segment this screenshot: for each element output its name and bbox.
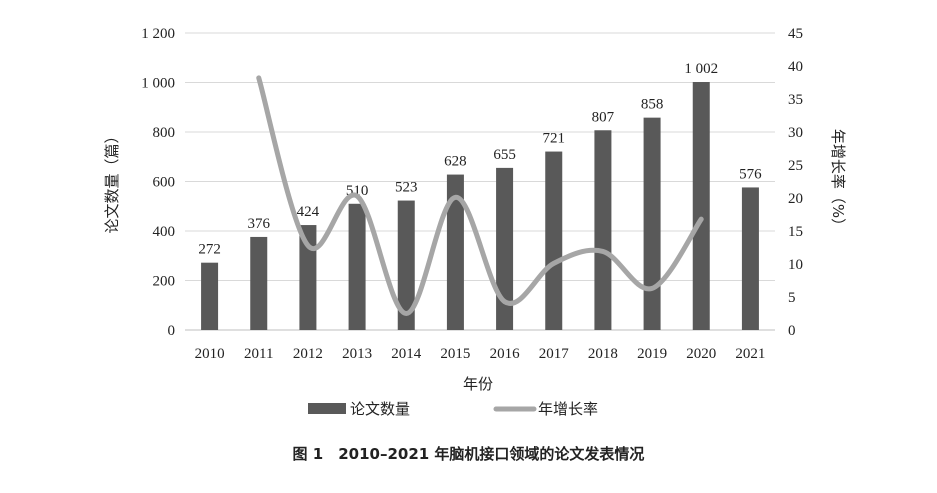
y-tick-label: 200 [153,274,176,290]
x-tick-label: 2010 [195,346,225,362]
bar-data-label: 376 [248,216,271,232]
y-axis-title: 论文数量（篇） [103,128,121,233]
bar [299,225,317,330]
gridlines [185,32,775,331]
bar [201,262,219,330]
x-tick-label: 2011 [244,346,273,362]
bar [594,130,612,330]
figure-caption: 图 1 2010–2021 年脑机接口领域的论文发表情况 [292,445,645,463]
bar-data-label: 1 002 [684,61,718,77]
bar-data-label: 628 [444,154,467,170]
y2-tick-label: 20 [788,191,803,207]
y2-axis-title: 年增长率（%） [829,129,847,233]
x-tick-label: 2018 [588,346,618,362]
bar [643,117,661,331]
x-tick-label: 2021 [735,346,765,362]
bar-series [201,82,759,331]
chart: 272 376 424 5 10 523 628 655 721 807 858 1 002 576 0… [103,26,847,418]
y2-tick-label: 25 [788,158,803,174]
y-tick-label: 400 [153,224,176,240]
x-tick-label: 2012 [293,346,323,362]
y-tick-label: 1 000 [141,76,175,92]
legend-swatch-bar [308,403,346,414]
bar-data-label: 807 [592,109,615,125]
growth-rate-line [256,75,704,317]
x-axis-ticks: 2010 2011 2012 2013 2014 2015 2016 2017 2018 2019… [195,346,766,362]
bar [496,167,514,330]
x-tick-label: 2016 [490,346,521,362]
bar [446,174,464,330]
y-tick-label: 600 [153,175,176,191]
x-tick-label: 2013 [342,346,372,362]
bar [397,200,415,330]
bar-data-label: 721 [543,131,566,147]
bar [741,187,759,330]
y-tick-label: 0 [168,323,176,339]
x-tick-label: 2014 [391,346,422,362]
bar-data-label: 523 [395,180,418,196]
y-axis-ticks: 0 200 400 600 800 1 000 1 200 [141,26,175,339]
bar-data-label: 858 [641,97,664,113]
legend: 论文数量 年增长率 [308,400,598,418]
bar [545,151,563,330]
y-tick-label: 1 200 [141,26,175,42]
y2-tick-label: 45 [788,26,803,42]
y2-tick-label: 5 [788,290,796,306]
x-tick-label: 2020 [686,346,716,362]
y2-tick-label: 35 [788,92,803,108]
x-tick-label: 2017 [539,346,570,362]
x-tick-label: 2015 [440,346,470,362]
bar-data-label: 576 [739,166,762,182]
bar-data-label: 424 [297,204,320,220]
bar [692,82,710,330]
x-tick-label: 2019 [637,346,667,362]
legend-label-line: 年增长率 [538,400,598,418]
y2-tick-label: 30 [788,125,803,141]
bar-data-label: 272 [198,242,221,258]
bar-data-label: 655 [493,147,516,163]
y2-axis-ticks: 0 5 10 15 20 25 30 35 40 45 [788,26,803,339]
y2-tick-label: 10 [788,257,803,273]
legend-label-bar: 论文数量 [350,400,410,418]
y2-tick-label: 40 [788,59,803,75]
x-axis-title: 年份 [463,375,493,393]
y-tick-label: 800 [153,125,176,141]
bar [250,236,268,330]
y2-tick-label: 0 [788,323,796,339]
y2-tick-label: 15 [788,224,803,240]
bar [348,203,366,330]
